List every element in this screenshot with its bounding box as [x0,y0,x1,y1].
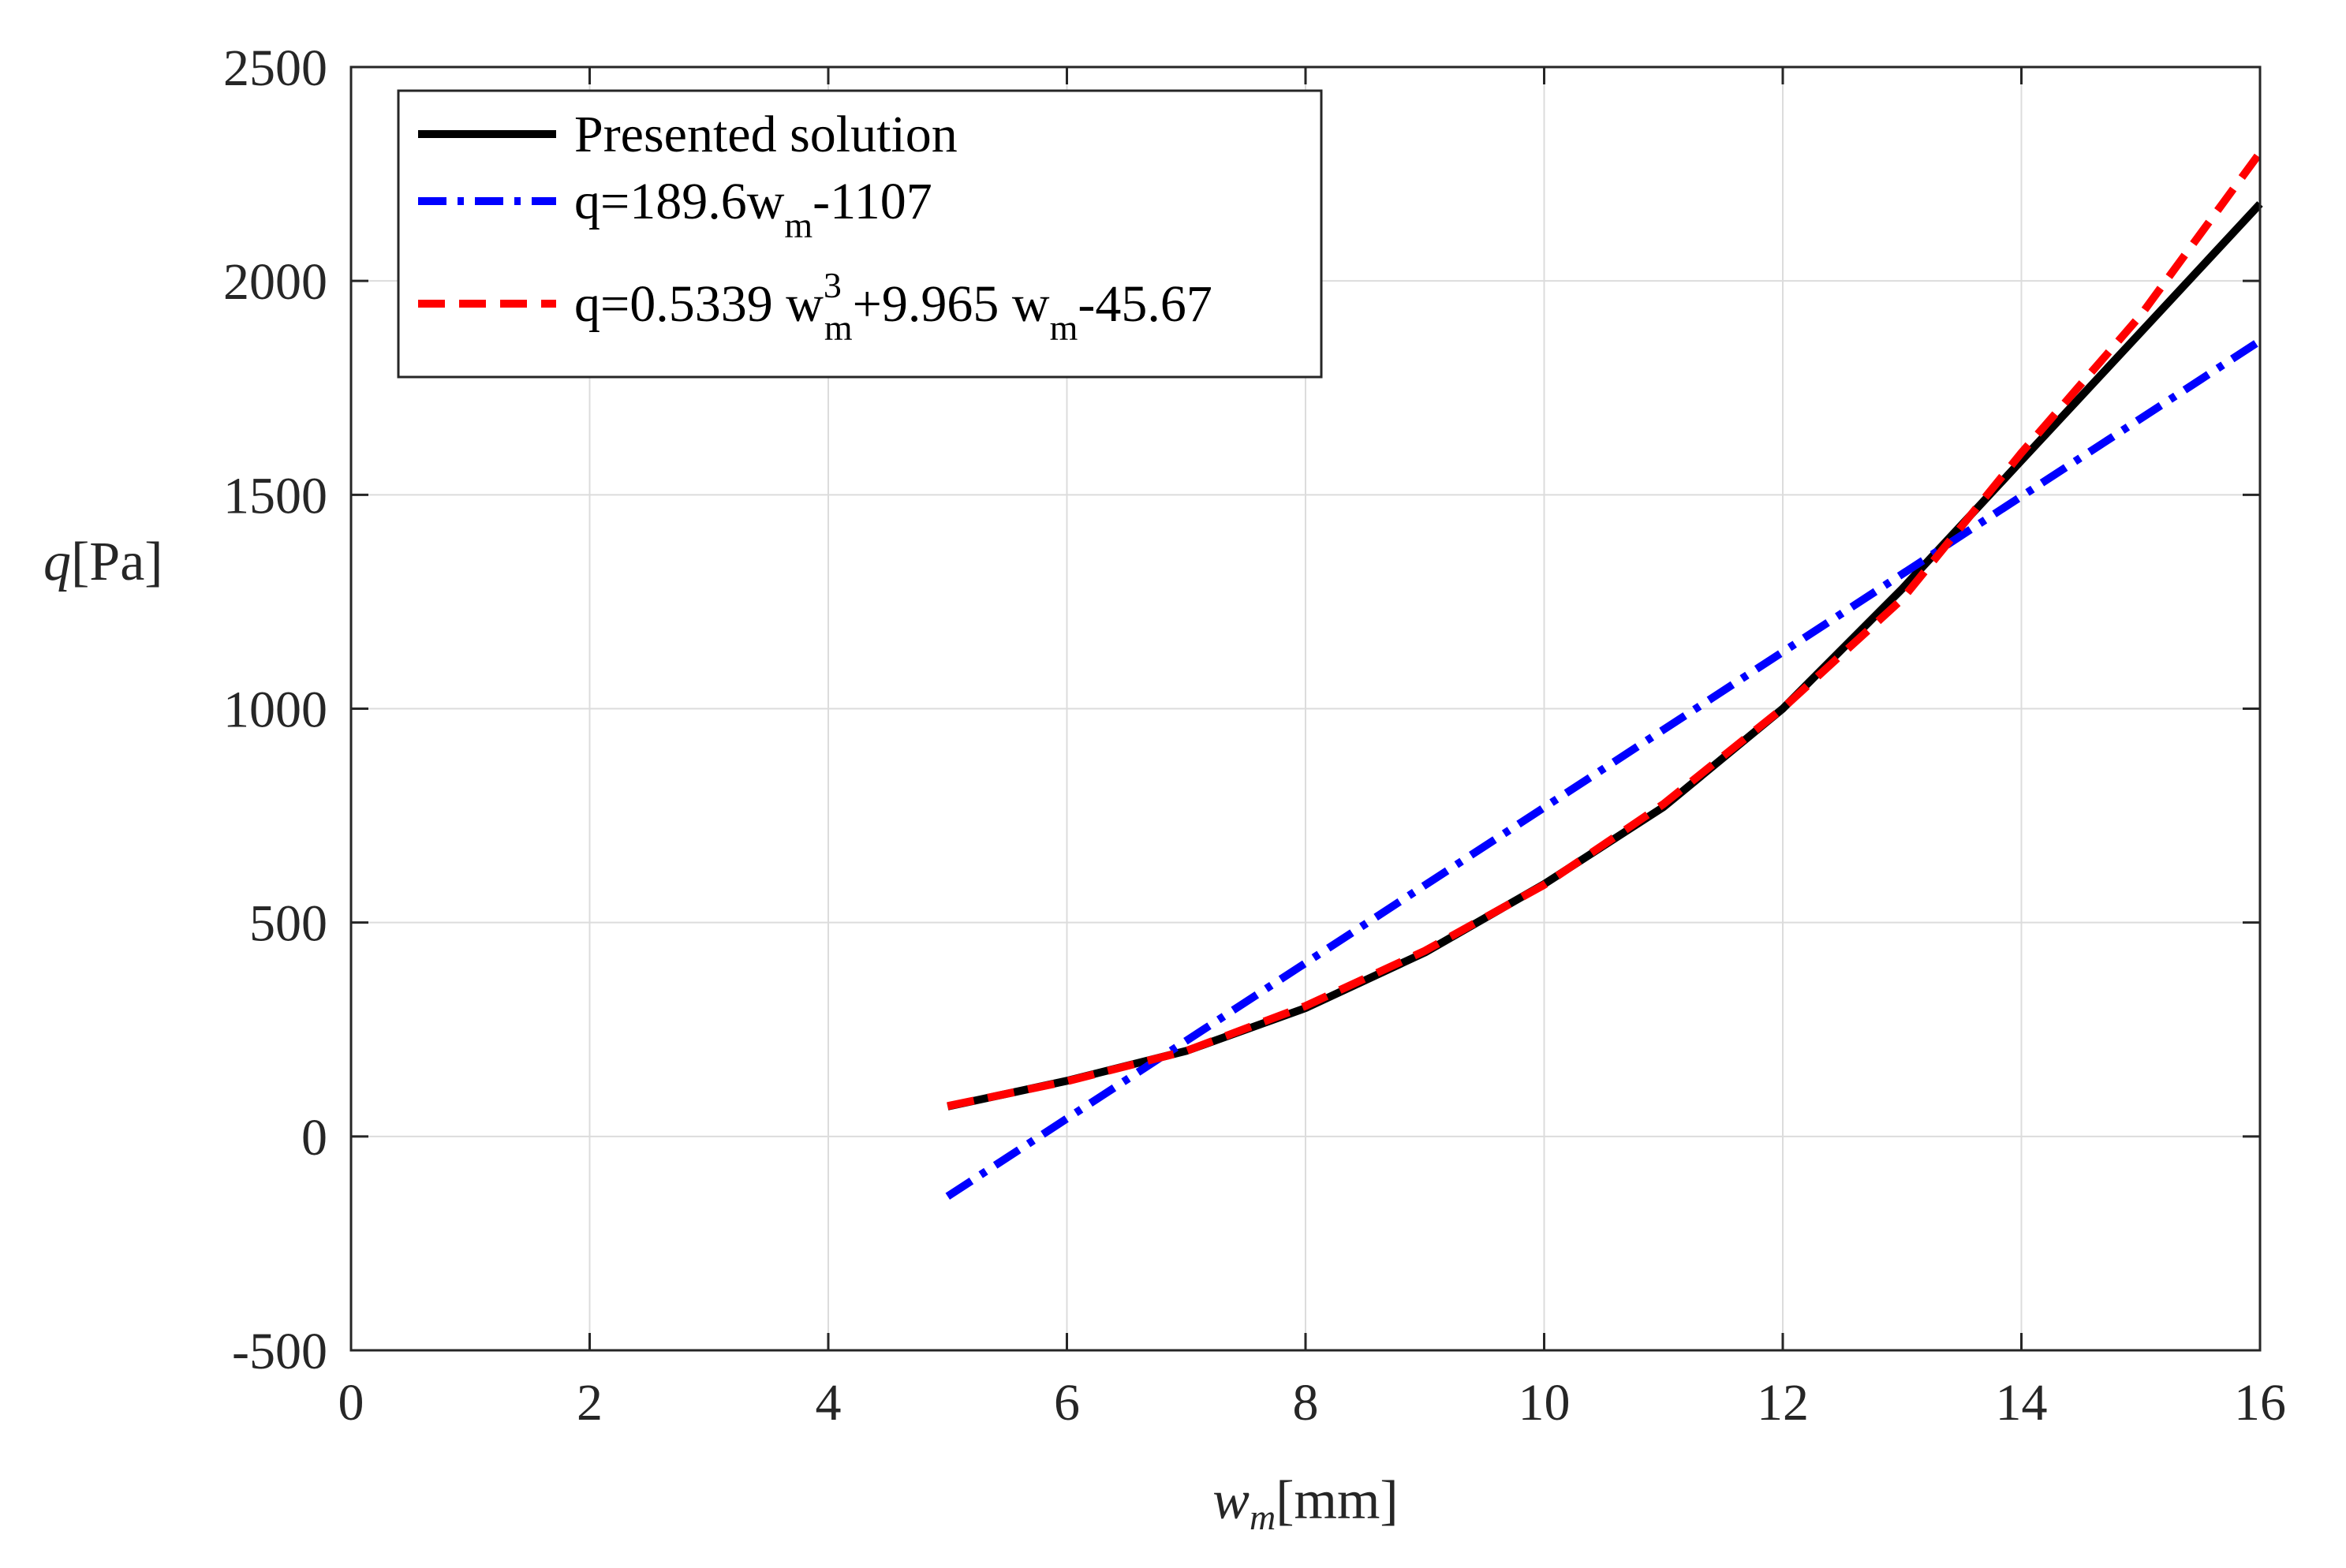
x-tick-label: 16 [2234,1374,2286,1432]
legend-text-part: -1107 [813,173,932,230]
x-tick-label: 8 [1293,1374,1319,1432]
x-axis-label: wm[mm] [1212,1470,1398,1537]
legend-label: q=189.6wm-1107 [574,173,932,245]
y-tick-label: 1500 [223,467,327,525]
x-tick-label: 0 [338,1374,364,1432]
y-axis-symbol: q [43,532,71,592]
legend-box [397,89,1323,379]
legend-text-part: Presented solution [574,106,958,163]
legend-label: Presented solution [574,106,958,163]
y-tick-label: 500 [249,895,327,953]
y-tick-label: 0 [301,1109,327,1167]
legend-text-part: m [784,205,813,245]
series-line-dashed [947,150,2264,1111]
y-tick-label: 2500 [223,39,327,97]
x-axis-symbol: w [1212,1470,1250,1531]
legend-text-part: q=189.6w [574,173,785,230]
legend-text-part: q=0.5339 w [574,275,824,333]
x-axis-unit: [mm] [1276,1470,1399,1531]
y-tick-label: 1000 [223,681,327,739]
x-tick-label: 4 [816,1374,842,1432]
x-axis-subscript: m [1250,1497,1276,1537]
legend-text-part: m [824,308,853,348]
legend: Presented solutionq=189.6wm-1107q=0.5339… [397,89,1323,379]
x-tick-label: 14 [1996,1374,2048,1432]
legend-text-part: 3 [824,265,842,305]
y-tick-label: 2000 [223,253,327,311]
y-axis-label: q[Pa] [43,532,163,592]
legend-text-part: +9.965 w [853,275,1050,333]
y-axis-unit: [Pa] [71,532,163,592]
series-line-dashdot [945,337,2262,1200]
y-tick-label: -500 [232,1323,327,1380]
legend-label: q=0.5339 w3 m+9.965 wm-45.67 [574,265,1212,348]
x-tick-label: 10 [1519,1374,1571,1432]
series-layer [945,150,2264,1200]
legend-text-part: m [1050,308,1078,348]
x-tick-label: 12 [1757,1374,1809,1432]
x-tick-label: 6 [1054,1374,1080,1432]
legend-text-part: -45.67 [1078,275,1212,333]
x-tick-label: 2 [577,1374,603,1432]
